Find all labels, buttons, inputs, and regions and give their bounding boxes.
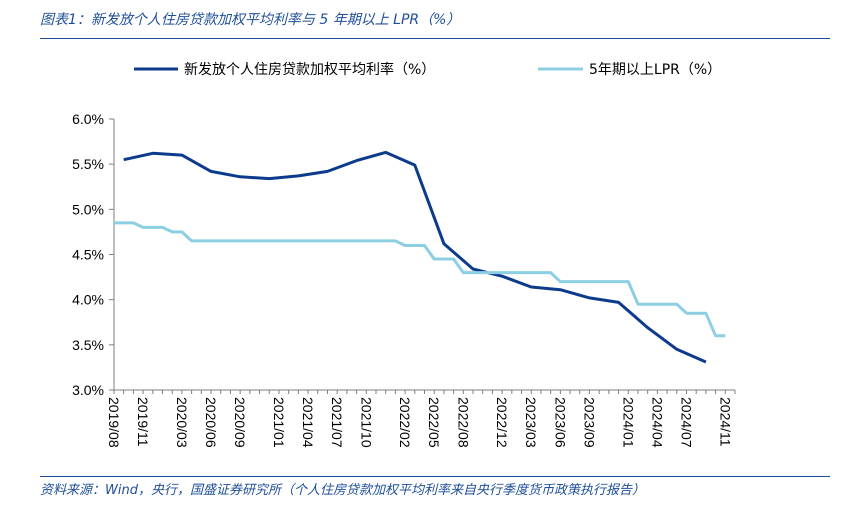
x-tick-label: 2019/08 xyxy=(106,397,122,448)
y-axis: 3.0% 3.5% 4.0% 4.5% 5.0% 5.5% 6.0% xyxy=(72,111,115,398)
plot-area xyxy=(113,150,726,364)
y-tick-label: 5.5% xyxy=(72,156,104,172)
y-tick-label: 3.5% xyxy=(72,337,104,353)
x-tick-label: 2021/04 xyxy=(300,397,316,448)
legend: 新发放个人住房贷款加权平均利率（%） 5年期以上LPR（%） xyxy=(134,61,721,78)
x-tick-label: 2024/11 xyxy=(717,397,733,447)
legend-label-0: 新发放个人住房贷款加权平均利率（%） xyxy=(184,61,435,78)
y-tick-label: 6.0% xyxy=(72,111,104,127)
x-tick-label: 2022/08 xyxy=(455,397,471,448)
x-tick-label: 2020/06 xyxy=(203,397,219,448)
x-tick-label: 2021/01 xyxy=(271,397,287,448)
chart-title: 图表1：新发放个人住房贷款加权平均利率与 5 年期以上 LPR（%） xyxy=(40,12,461,28)
x-tick-label: 2022/02 xyxy=(397,397,413,448)
series-line-0 xyxy=(123,150,707,364)
x-tick-label: 2023/03 xyxy=(523,397,539,448)
line-chart: 新发放个人住房贷款加权平均利率（%） 5年期以上LPR（%） 3.0% 3.5% 4.… xyxy=(72,61,736,448)
y-tick-label: 3.0% xyxy=(72,382,104,398)
x-tick-label: 2024/01 xyxy=(620,397,636,448)
x-tick-label: 2020/09 xyxy=(232,397,248,448)
x-tick-label: 2020/03 xyxy=(174,397,190,448)
y-tick-label: 4.5% xyxy=(72,247,104,263)
x-tick-label: 2021/07 xyxy=(329,397,345,448)
x-tick-label: 2021/10 xyxy=(358,397,374,448)
legend-label-1: 5年期以上LPR（%） xyxy=(589,62,721,78)
x-axis: 2019/08 2019/11 2020/03 2020/06 2020/09 2021/… xyxy=(106,389,736,448)
x-tick-label: 2024/07 xyxy=(678,397,694,448)
series-line-1 xyxy=(114,221,726,338)
source-note: 资料来源：Wind，央行，国盛证券研究所（个人住房贷款加权平均利率来自央行季度货… xyxy=(40,483,645,498)
x-tick-label: 2022/05 xyxy=(426,397,442,448)
x-tick-label: 2023/09 xyxy=(581,397,597,448)
x-tick-label: 2023/06 xyxy=(552,397,568,448)
source-divider xyxy=(40,476,830,477)
x-tick-label: 2019/11 xyxy=(135,397,151,447)
y-tick-label: 4.0% xyxy=(72,292,104,308)
x-tick-label: 2024/04 xyxy=(649,397,665,448)
title-divider xyxy=(40,38,830,39)
x-tick-label: 2022/12 xyxy=(494,397,510,448)
y-tick-label: 5.0% xyxy=(72,201,104,217)
